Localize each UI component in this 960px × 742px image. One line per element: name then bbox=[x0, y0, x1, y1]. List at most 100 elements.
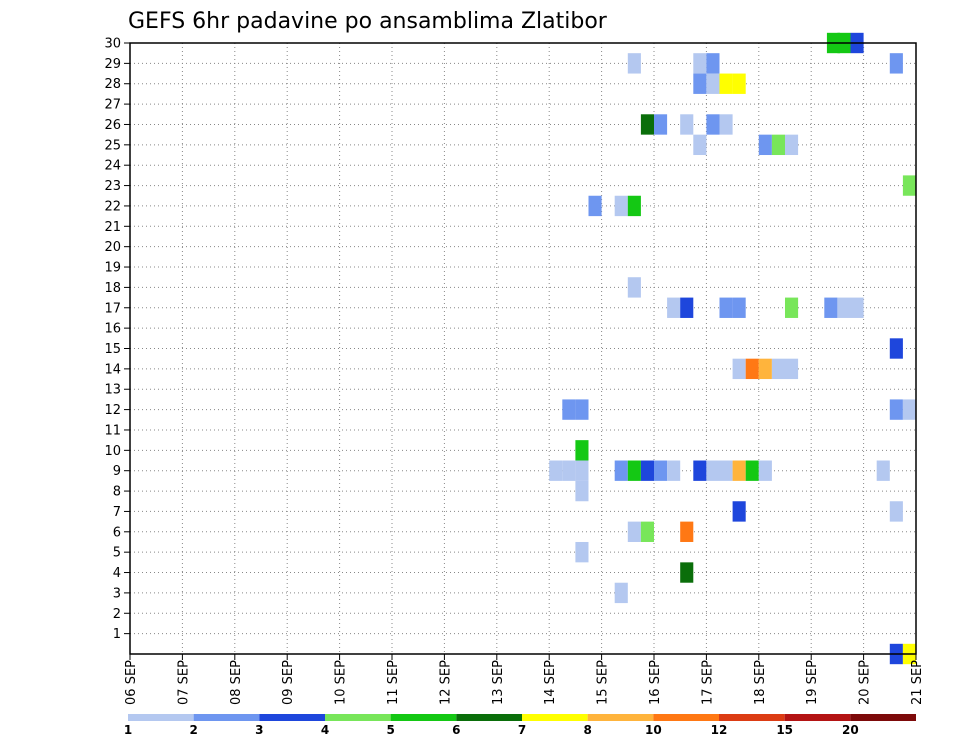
colorbar-segment bbox=[522, 714, 588, 721]
y-tick-label: 13 bbox=[104, 383, 121, 398]
data-cell bbox=[654, 460, 668, 481]
colorbar-label: 12 bbox=[711, 723, 728, 737]
chart-title: GEFS 6hr padavine po ansamblima Zlatibor bbox=[128, 9, 608, 34]
data-cell bbox=[902, 399, 916, 420]
data-cell bbox=[693, 134, 707, 156]
y-tick-label: 12 bbox=[104, 403, 121, 418]
colorbar-label: 20 bbox=[842, 723, 859, 737]
data-cell bbox=[902, 175, 916, 196]
data-cell bbox=[640, 460, 654, 481]
data-cell bbox=[575, 480, 589, 502]
y-tick-label: 10 bbox=[104, 444, 121, 459]
data-cell bbox=[693, 53, 707, 74]
data-cell bbox=[758, 358, 772, 380]
colorbar-segment bbox=[325, 714, 391, 721]
data-cell bbox=[627, 521, 641, 542]
data-cell bbox=[785, 134, 799, 156]
colorbar-segment bbox=[653, 714, 719, 721]
data-cell bbox=[706, 73, 720, 94]
data-cell bbox=[719, 73, 733, 94]
data-cell bbox=[693, 73, 707, 94]
data-cell bbox=[575, 440, 589, 461]
data-cell bbox=[785, 297, 799, 318]
colorbar-label: 15 bbox=[776, 723, 793, 737]
x-tick-label: 15 SEP bbox=[596, 660, 611, 705]
colorbar-label: 4 bbox=[321, 723, 329, 737]
y-tick-label: 5 bbox=[113, 546, 121, 561]
colorbar-segment bbox=[587, 714, 654, 721]
data-cell bbox=[732, 358, 746, 380]
data-cell bbox=[771, 358, 785, 380]
colorbar-label: 6 bbox=[452, 723, 460, 737]
y-tick-label: 18 bbox=[104, 281, 121, 296]
data-cell bbox=[706, 114, 720, 135]
colorbar-label: 2 bbox=[189, 723, 197, 737]
x-axis: 06 SEP 07 SEP 08 SEP 09 SEP 10 SEP 11 SEP 12 S… bbox=[124, 654, 925, 705]
data-cell bbox=[654, 114, 668, 135]
colorbar-label: 7 bbox=[518, 723, 526, 737]
colorbar-segment bbox=[784, 714, 851, 721]
data-cell bbox=[588, 195, 602, 217]
x-tick-label: 08 SEP bbox=[229, 660, 244, 705]
x-tick-label: 18 SEP bbox=[753, 660, 768, 705]
x-tick-label: 13 SEP bbox=[491, 660, 506, 705]
data-cell bbox=[680, 114, 694, 135]
data-cell bbox=[549, 460, 563, 481]
y-tick-label: 27 bbox=[104, 98, 121, 113]
y-tick-label: 8 bbox=[113, 485, 121, 500]
data-cell bbox=[693, 460, 707, 481]
data-cell bbox=[680, 521, 694, 542]
data-cell bbox=[850, 297, 864, 318]
data-cell bbox=[732, 73, 746, 94]
y-tick-label: 6 bbox=[113, 525, 121, 540]
y-tick-label: 17 bbox=[104, 301, 121, 316]
x-tick-label: 12 SEP bbox=[438, 660, 453, 705]
data-cell bbox=[667, 460, 681, 481]
colorbar: 1 2 3 4 5 6 7 8 10 12 15 20 bbox=[124, 714, 916, 737]
x-tick-label: 11 SEP bbox=[386, 660, 401, 705]
data-cell bbox=[771, 134, 785, 156]
data-cell bbox=[575, 541, 589, 563]
y-tick-label: 26 bbox=[104, 118, 121, 133]
x-tick-label: 07 SEP bbox=[176, 660, 191, 705]
y-tick-label: 23 bbox=[104, 179, 121, 194]
y-tick-label: 11 bbox=[104, 423, 121, 438]
y-tick-label: 3 bbox=[113, 586, 121, 601]
data-cell bbox=[667, 297, 681, 318]
data-cell bbox=[680, 297, 694, 318]
data-cell bbox=[758, 134, 772, 156]
data-cell bbox=[562, 460, 576, 481]
data-cell bbox=[824, 297, 838, 318]
x-tick-label: 06 SEP bbox=[124, 660, 139, 705]
x-tick-label: 17 SEP bbox=[700, 660, 715, 705]
x-tick-label: 09 SEP bbox=[281, 660, 296, 705]
data-cell bbox=[732, 297, 746, 318]
data-cell bbox=[719, 460, 733, 481]
data-cell bbox=[627, 195, 641, 217]
data-cell bbox=[719, 114, 733, 135]
colorbar-segment bbox=[193, 714, 260, 721]
data-cell bbox=[889, 399, 903, 420]
data-cell bbox=[640, 114, 654, 135]
y-tick-label: 15 bbox=[104, 342, 121, 357]
y-tick-label: 29 bbox=[104, 57, 121, 72]
colorbar-label: 8 bbox=[583, 723, 591, 737]
y-tick-label: 24 bbox=[104, 159, 121, 174]
y-tick-label: 9 bbox=[113, 464, 121, 479]
data-cell bbox=[837, 297, 851, 318]
y-tick-label: 30 bbox=[104, 37, 121, 52]
data-cell bbox=[614, 460, 628, 481]
data-cell bbox=[719, 297, 733, 318]
x-tick-label: 14 SEP bbox=[543, 660, 558, 705]
data-cell bbox=[575, 460, 589, 481]
colorbar-label: 3 bbox=[255, 723, 263, 737]
data-cell bbox=[745, 358, 759, 380]
colorbar-segment bbox=[719, 714, 785, 721]
y-tick-label: 20 bbox=[104, 240, 121, 255]
x-tick-label: 10 SEP bbox=[334, 660, 349, 705]
data-cell bbox=[614, 195, 628, 217]
y-tick-label: 1 bbox=[113, 627, 121, 642]
colorbar-segment bbox=[456, 714, 522, 721]
data-cell bbox=[706, 53, 720, 74]
